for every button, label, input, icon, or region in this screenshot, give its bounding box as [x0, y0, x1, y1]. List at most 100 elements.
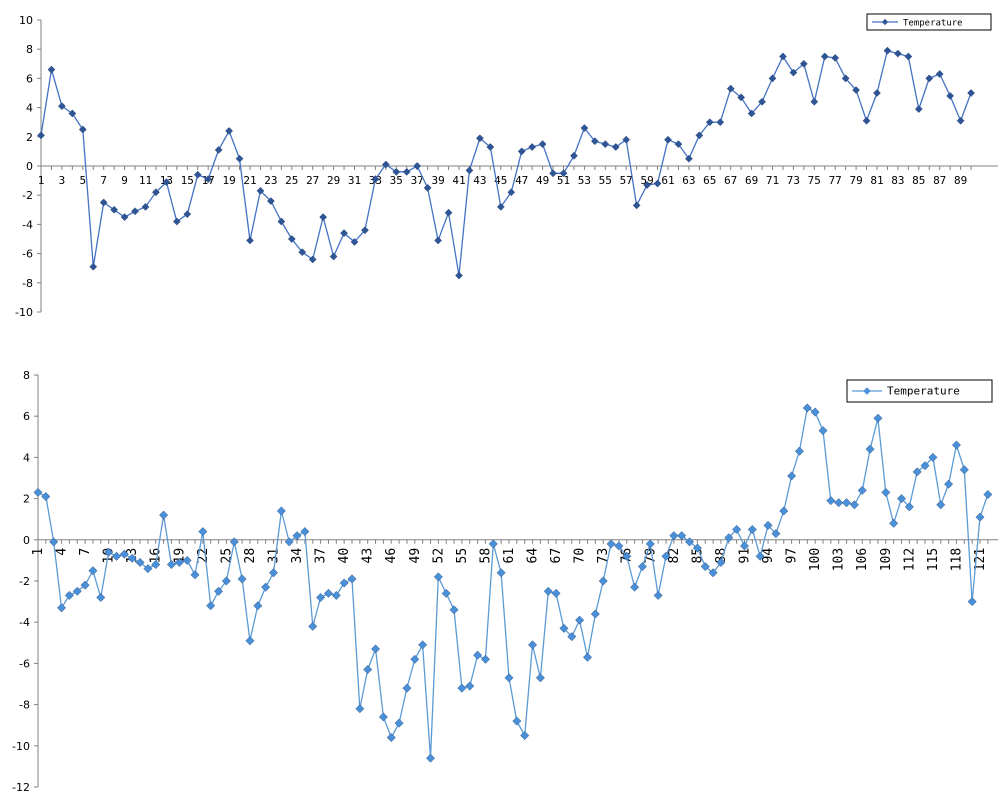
data-point: [842, 498, 852, 508]
x-tick-label: 64: [526, 548, 541, 564]
series-line: [37, 407, 989, 759]
data-point: [183, 210, 192, 219]
x-tick-label: 31: [348, 174, 361, 187]
data-point: [794, 446, 804, 456]
data-point: [528, 640, 538, 650]
x-tick-label: 31: [267, 548, 282, 564]
x-tick-label: 46: [384, 548, 399, 564]
x-tick-label: 63: [682, 174, 695, 187]
data-point: [381, 160, 390, 169]
y-tick-label: -12: [12, 781, 30, 793]
data-point: [643, 181, 651, 189]
data-point: [862, 116, 871, 125]
data-point: [371, 175, 380, 184]
y-tick-label: 8: [23, 369, 30, 382]
data-point: [692, 543, 702, 553]
x-tick-label: 15: [181, 174, 194, 187]
data-point: [685, 537, 695, 547]
data-point: [96, 592, 106, 602]
data-point: [889, 518, 899, 528]
data-point: [755, 551, 765, 561]
x-tick-label: 109: [879, 548, 894, 571]
data-point: [512, 716, 522, 726]
data-point: [810, 97, 819, 106]
data-point: [831, 54, 840, 62]
data-point: [580, 124, 589, 132]
x-tick-label: 70: [573, 548, 588, 564]
data-point: [951, 440, 961, 450]
y-tick-label: 2: [23, 493, 30, 506]
data-point: [418, 640, 428, 650]
data-point: [598, 576, 608, 586]
x-tick-label: 79: [849, 174, 862, 187]
x-tick-label: 58: [478, 548, 493, 564]
data-point: [695, 131, 704, 140]
data-point: [141, 202, 150, 211]
data-point: [434, 236, 442, 245]
data-point: [590, 609, 600, 619]
data-point: [928, 452, 938, 462]
data-point: [883, 46, 892, 55]
x-tick-label: 118: [949, 548, 964, 571]
x-tick-label: 43: [361, 548, 376, 564]
x-tick-label: 9: [121, 174, 128, 187]
data-point: [826, 496, 836, 506]
data-point: [611, 143, 620, 151]
data-point: [386, 733, 396, 743]
x-tick-label: 7: [100, 174, 107, 187]
x-tick-label: 3: [59, 174, 66, 187]
y-tick-label: -10: [12, 740, 30, 753]
data-point: [340, 229, 348, 238]
x-tick-label: 75: [808, 174, 821, 187]
data-point: [426, 753, 435, 763]
x-tick-label: 97: [785, 548, 800, 564]
data-point: [237, 574, 247, 584]
data-point: [935, 70, 944, 78]
data-point: [716, 118, 725, 127]
x-tick-label: 52: [431, 548, 446, 564]
y-tick-label: -2: [22, 189, 33, 202]
data-point: [520, 731, 530, 740]
data-point: [936, 500, 946, 510]
data-point: [779, 52, 787, 61]
data-point: [622, 135, 631, 144]
data-point: [182, 555, 192, 565]
data-point: [914, 105, 923, 113]
data-point: [881, 487, 891, 497]
x-tick-label: 67: [549, 548, 564, 564]
data-point: [225, 127, 233, 135]
data-point: [112, 551, 121, 561]
data-point: [455, 271, 463, 280]
x-tick-label: 71: [766, 174, 779, 187]
data-point: [331, 590, 341, 600]
legend: Temperature: [846, 379, 993, 403]
data-point: [221, 576, 231, 586]
x-tick-label: 37: [411, 174, 424, 187]
data-point: [653, 179, 662, 188]
x-tick-label: 77: [829, 174, 842, 187]
data-point: [630, 582, 640, 592]
chart-bottom-svg: -12-10-8-6-4-202468147101316192225283134…: [12, 369, 998, 793]
data-point: [726, 84, 735, 93]
data-point: [802, 403, 812, 413]
data-point: [361, 226, 369, 235]
data-point: [350, 238, 359, 246]
data-point: [261, 582, 271, 592]
x-tick-label: 88: [714, 548, 729, 564]
data-point: [763, 520, 773, 530]
x-tick-label: 1: [38, 174, 45, 187]
x-tick-label: 61: [661, 174, 674, 187]
data-point: [538, 140, 547, 148]
data-point: [323, 588, 333, 598]
data-point: [88, 566, 98, 576]
data-point: [80, 580, 90, 590]
data-point: [810, 407, 820, 417]
data-point: [787, 471, 797, 481]
data-point: [347, 574, 357, 584]
data-point: [166, 560, 176, 570]
legend-label: Temperature: [887, 385, 960, 398]
chart-top: -10-8-6-4-202468101357911131517192123252…: [0, 0, 998, 330]
data-point: [700, 562, 710, 572]
x-tick-label: 55: [599, 174, 612, 187]
legend-box: [846, 379, 993, 403]
